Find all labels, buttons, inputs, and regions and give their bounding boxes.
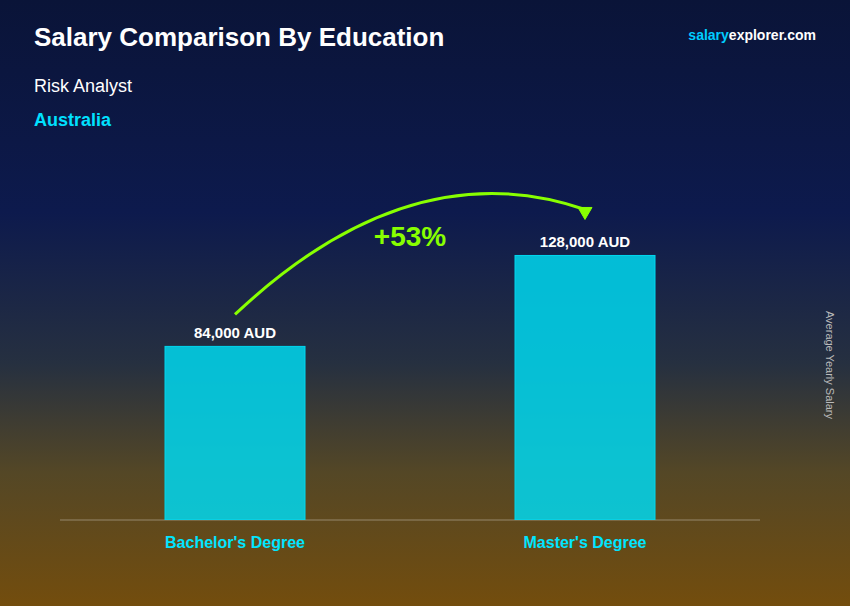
site-part: explorer.com [729,27,816,43]
subtitle: Risk Analyst [34,76,132,96]
country: Australia [34,110,112,130]
bar [165,346,305,520]
change-label: +53% [374,221,446,252]
change-arrow [578,207,592,219]
title: Salary Comparison By Education [34,22,444,52]
bar [515,255,655,520]
plot-area [165,255,655,520]
y-axis-label: Average Yearly Salary [824,311,836,420]
change-arc [235,193,585,314]
category-label: Master's Degree [524,534,647,551]
site-name: salaryexplorer.com [688,27,816,43]
data-label: 84,000 AUD [194,324,276,341]
data-label: 128,000 AUD [540,233,630,250]
category-label: Bachelor's Degree [165,534,305,551]
site-part: salary [688,27,729,43]
